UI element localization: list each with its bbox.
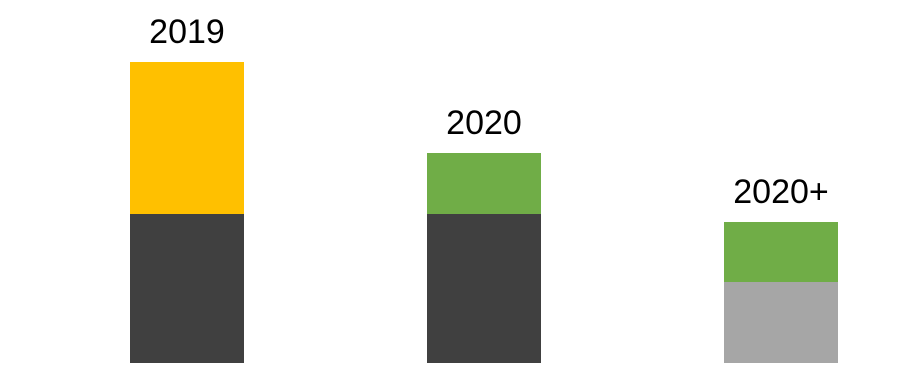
- bar-segment: [724, 222, 838, 282]
- bar-segment: [130, 214, 244, 363]
- category-label: 2019: [149, 13, 225, 51]
- category-label: 2020: [446, 104, 522, 142]
- bar-2019: [130, 62, 244, 363]
- bar-segment: [724, 282, 838, 363]
- bar-2020plus: [724, 222, 838, 363]
- category-label: 2020+: [733, 173, 829, 211]
- bar-segment: [427, 214, 541, 363]
- bar-segment: [427, 153, 541, 214]
- bar-2020: [427, 153, 541, 363]
- bar-segment: [130, 62, 244, 214]
